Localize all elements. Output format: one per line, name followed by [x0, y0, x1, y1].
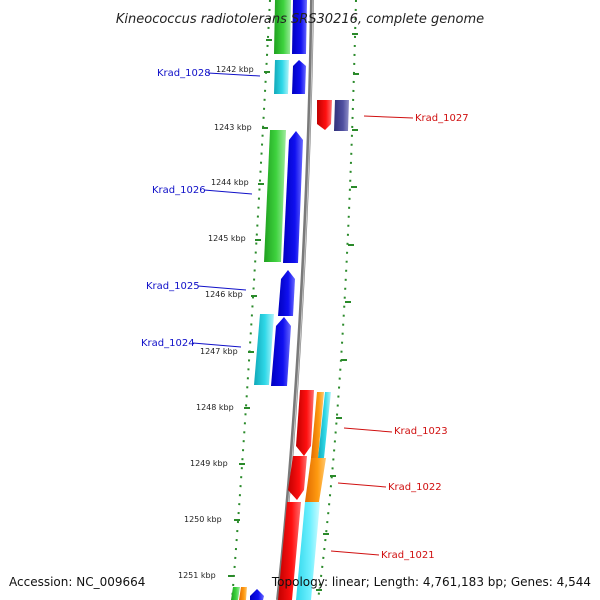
gene-orange-1023 — [311, 392, 324, 458]
kbp-label: 1248 kbp — [196, 403, 234, 412]
gene-cyan-1024 — [254, 314, 274, 385]
gene-blue-1028 — [292, 60, 306, 94]
accession-text: Accession: NC_009664 — [9, 575, 145, 589]
kbp-label: 1249 kbp — [190, 459, 228, 468]
right-ticks — [316, 33, 359, 591]
gene-red-1023 — [296, 390, 314, 456]
kbp-label: 1245 kbp — [208, 234, 246, 243]
gene-blue-1024 — [271, 317, 291, 386]
gene-green-1026 — [264, 130, 286, 262]
gene-label-krad-1024[interactable]: Krad_1024 — [141, 338, 195, 349]
gene-red-1027 — [317, 100, 332, 130]
gene-red-1022 — [288, 456, 307, 500]
kbp-label: 1250 kbp — [184, 515, 222, 524]
gene-label-krad-1028[interactable]: Krad_1028 — [157, 68, 211, 79]
gene-cyan-1028 — [274, 60, 289, 94]
gene-orange-bottom — [239, 587, 247, 600]
kbp-label: 1246 kbp — [205, 290, 243, 299]
gene-blue-1026 — [283, 131, 303, 263]
gene-navy-1027 — [334, 100, 349, 131]
reverse-leader-lines — [330, 115, 414, 556]
gene-orange-1022 — [305, 458, 326, 502]
gene-label-krad-1025[interactable]: Krad_1025 — [146, 281, 200, 292]
gene-blue-top — [292, 0, 307, 54]
gene-red-1021 — [278, 502, 301, 600]
left-ticks — [228, 39, 272, 577]
kbp-label: 1243 kbp — [214, 123, 252, 132]
genome-summary-text: Topology: linear; Length: 4,761,183 bp; … — [271, 575, 591, 589]
kbp-label: 1251 kbp — [178, 571, 216, 580]
gene-label-krad-1026[interactable]: Krad_1026 — [152, 185, 206, 196]
gene-label-krad-1023[interactable]: Krad_1023 — [394, 426, 448, 437]
gene-green-top — [274, 0, 291, 54]
forward-leader-lines — [192, 72, 261, 348]
gene-label-krad-1022[interactable]: Krad_1022 — [388, 482, 442, 493]
kbp-label: 1247 kbp — [200, 347, 238, 356]
gene-green-bottom — [231, 587, 240, 600]
kbp-label: 1244 kbp — [211, 178, 249, 187]
right-dotted-track — [317, 0, 357, 600]
gene-cyan-1021 — [296, 502, 320, 600]
left-dotted-track — [231, 0, 271, 600]
gene-label-krad-1027[interactable]: Krad_1027 — [415, 113, 469, 124]
page-title: Kineococcus radiotolerans SRS30216, comp… — [116, 12, 484, 27]
kbp-label: 1242 kbp — [216, 65, 254, 74]
gene-label-krad-1021[interactable]: Krad_1021 — [381, 550, 435, 561]
gene-blue-bottom — [250, 589, 264, 600]
gene-blue-1025 — [278, 270, 295, 316]
gene-cyan-1023 — [318, 392, 331, 458]
